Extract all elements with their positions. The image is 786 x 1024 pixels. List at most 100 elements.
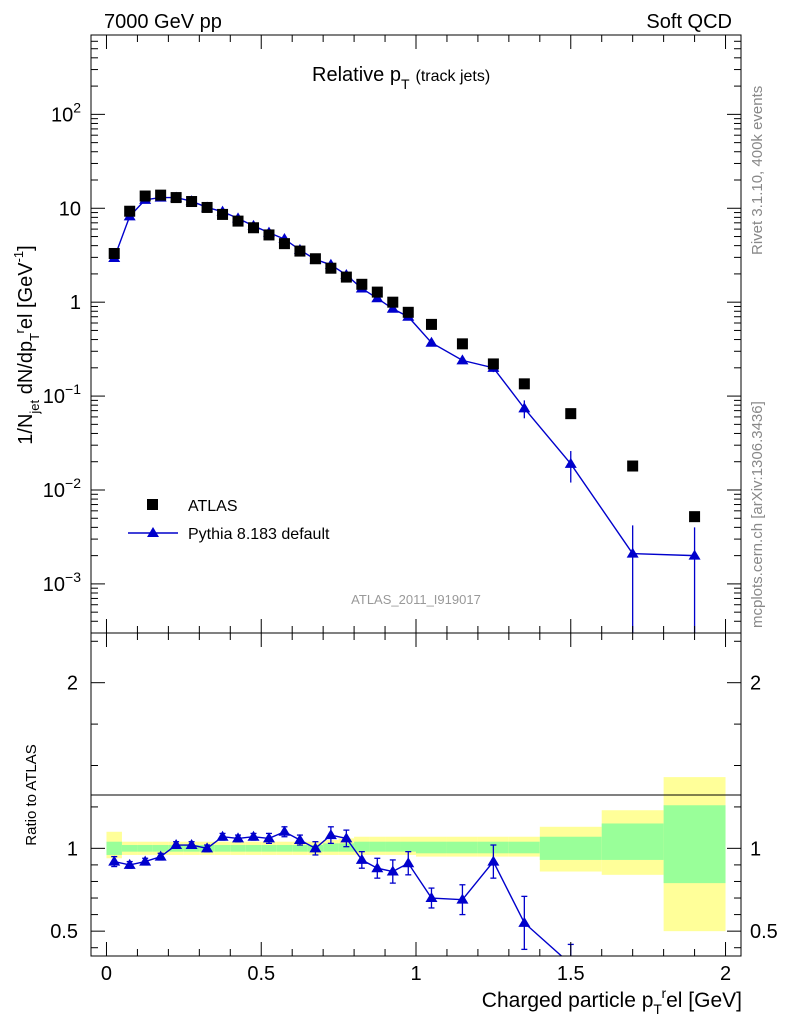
- band-inner: [400, 841, 416, 852]
- ratio-point: [309, 842, 322, 853]
- x-axis-label: Charged particle pTrel [GeV]: [482, 985, 742, 1017]
- data-point: [387, 296, 399, 308]
- ratio-point: [487, 855, 500, 866]
- data-point: [518, 378, 530, 390]
- ratio-point: [371, 862, 384, 873]
- data-point: [309, 253, 321, 265]
- data-point: [340, 271, 352, 283]
- data-point: [248, 222, 259, 234]
- band-inner: [152, 845, 169, 852]
- band-inner: [245, 845, 262, 852]
- header-right: Soft QCD: [646, 11, 732, 33]
- ratio-point: [402, 857, 415, 868]
- mc-point: [518, 402, 531, 413]
- ratio-point: [425, 892, 438, 903]
- band-inner: [214, 845, 231, 852]
- x-tick-label: 1: [410, 963, 421, 985]
- ratio-y-tick-labels: 0.5 0.5 1 1 2 2: [50, 673, 778, 943]
- ratio-point: [232, 832, 245, 843]
- data-point: [124, 205, 136, 217]
- x-tick-label: 2: [720, 963, 731, 985]
- ratio-y-tick-label-left: 1: [67, 838, 78, 860]
- band-inner: [354, 841, 370, 852]
- data-point: [170, 192, 182, 204]
- data-point: [487, 358, 499, 370]
- data-point: [232, 215, 244, 227]
- x-tick-label: 0: [101, 963, 112, 985]
- ratio-point: [262, 832, 275, 843]
- data-point: [325, 262, 337, 274]
- legend-data-marker: [147, 499, 158, 510]
- band-inner: [106, 841, 122, 855]
- ratio-point: [293, 834, 306, 845]
- ratio-point: [201, 842, 214, 853]
- ratio-point: [456, 893, 469, 904]
- data-point: [294, 245, 306, 257]
- band-inner: [261, 845, 277, 852]
- ratio-point: [154, 850, 167, 861]
- legend-mc-label: Pythia 8.183 default: [188, 526, 330, 543]
- data-point: [201, 201, 213, 213]
- main-y-tick-label: 10−2: [43, 475, 81, 502]
- band-inner: [385, 841, 401, 852]
- ratio-y-tick-label-right: 1: [750, 838, 761, 860]
- band-inner: [137, 845, 153, 852]
- data-point: [689, 511, 701, 523]
- band-inner: [338, 843, 355, 852]
- ratio-point: [386, 865, 399, 876]
- data-point: [278, 238, 290, 250]
- main-y-tick-label: 10−3: [43, 569, 81, 596]
- ratio-y-tick-label-left: 0.5: [50, 921, 78, 943]
- data-point: [356, 278, 368, 290]
- mcplots-label: mcplots.cern.ch [arXiv:1306.3436]: [749, 401, 766, 628]
- data-point: [627, 460, 639, 472]
- ratio-y-tick-label-right: 0.5: [750, 921, 778, 943]
- ratio-y-tick-label-left: 2: [67, 673, 78, 695]
- band-inner: [601, 823, 664, 860]
- data-point: [425, 318, 437, 330]
- main-y-axis-label: 1/Njet dN/dpTrel [GeV-1]: [11, 245, 42, 444]
- ratio-point: [185, 839, 198, 850]
- mc-point: [456, 354, 469, 365]
- ratio-point: [123, 858, 136, 869]
- mc-point: [425, 336, 438, 347]
- data-point: [371, 286, 383, 298]
- main-y-tick-label: 10: [59, 198, 81, 220]
- plot-title: Relative pT (track jets): [312, 64, 490, 92]
- main-y-tick-labels: 102 10 1 10−1 10−2 10−3: [43, 99, 81, 596]
- ratio-point: [216, 830, 229, 841]
- ratio-plot-points: [108, 825, 574, 956]
- data-point: [456, 338, 468, 350]
- data-point: [217, 208, 229, 220]
- data-point: [108, 247, 120, 259]
- legend: ATLAS Pythia 8.183 default: [128, 498, 330, 543]
- band-inner: [292, 845, 308, 852]
- x-tick-label: 0.5: [247, 963, 275, 985]
- band-inner: [416, 841, 447, 854]
- legend-data-label: ATLAS: [188, 498, 238, 515]
- legend-mc-marker: [147, 527, 159, 537]
- band-inner: [369, 841, 386, 852]
- band-inner: [121, 845, 138, 852]
- ratio-point: [278, 825, 291, 836]
- band-inner: [508, 841, 540, 854]
- axis-ticks: [91, 34, 741, 956]
- data-point: [263, 229, 275, 241]
- data-point: [402, 306, 414, 318]
- ratio-point: [340, 832, 353, 843]
- x-tick-labels: 0 0.5 1 1.5 2: [101, 963, 731, 985]
- ratio-y-axis-label: Ratio to ATLAS: [23, 744, 40, 845]
- ratio-point: [170, 839, 183, 850]
- ratio-point: [324, 829, 337, 840]
- analysis-watermark: ATLAS_2011_I919017: [351, 592, 481, 607]
- ratio-point: [355, 853, 368, 864]
- band-inner: [663, 805, 726, 884]
- main-y-tick-label: 10−1: [43, 381, 81, 408]
- main-y-tick-label: 102: [51, 99, 81, 126]
- mc-point: [688, 549, 701, 560]
- ratio-bands: [106, 777, 726, 932]
- band-inner: [539, 836, 602, 860]
- ratio-point: [139, 855, 152, 866]
- data-point: [186, 196, 198, 208]
